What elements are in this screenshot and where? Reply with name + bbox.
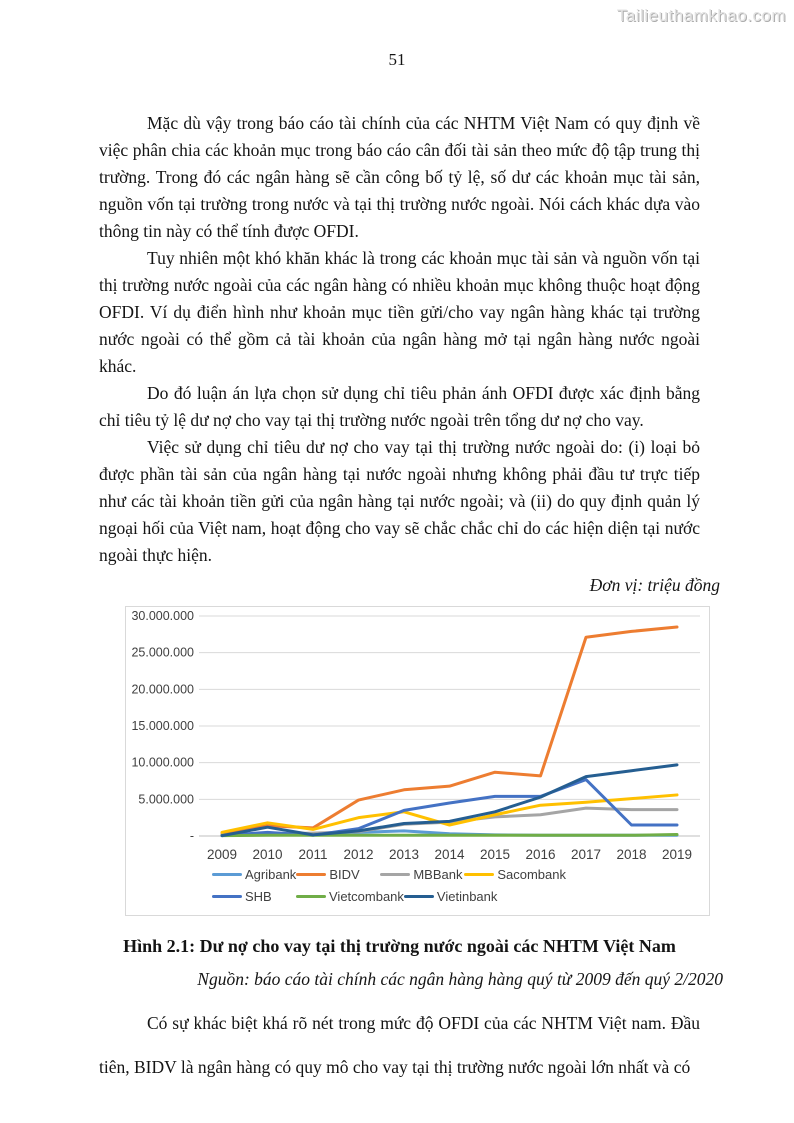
x-axis-tick-label: 2012 — [343, 847, 373, 862]
legend-swatch-vietinbank — [403, 895, 434, 898]
y-axis-tick-label: 30.000.000 — [131, 609, 194, 623]
legend-item-agribank: Agribank — [212, 867, 296, 882]
unit-note: Đơn vị: triệu đồng — [589, 575, 720, 595]
legend-swatch-agribank — [212, 873, 242, 876]
site-watermark: Tailieuthamkhao.com — [616, 6, 786, 25]
legend-item-bidv: BIDV — [296, 867, 380, 882]
y-axis-tick-label: 20.000.000 — [131, 682, 194, 696]
legend-label: BIDV — [329, 867, 360, 882]
legend-swatch-sacombank — [464, 873, 495, 876]
y-axis-tick-label: - — [190, 829, 194, 843]
legend-label: Agribank — [245, 867, 297, 882]
legend-label: MBBank — [413, 867, 463, 882]
paragraph-1: Mặc dù vậy trong báo cáo tài chính của c… — [99, 113, 700, 241]
legend-item-vietinbank: Vietinbank — [403, 889, 498, 904]
chart-canvas: - 5.000.000 10.000.000 15.000.000 20.000.000… — [131, 609, 700, 862]
legend-label: SHB — [245, 889, 272, 904]
y-axis-tick-label: 25.000.000 — [131, 646, 194, 660]
legend-item-mbbank: MBBank — [380, 867, 464, 882]
x-axis-tick-label: 2018 — [616, 847, 646, 862]
x-axis-tick-label: 2019 — [662, 847, 692, 862]
legend-item-sacombank: Sacombank — [464, 867, 566, 882]
chart-legend: Agribank BIDV MBBank Sacombank SHB Vietcomban… — [126, 865, 709, 904]
paragraph-3: Do đó luận án lựa chọn sử dụng chỉ tiêu … — [99, 383, 700, 430]
x-axis-tick-label: 2015 — [480, 847, 510, 862]
legend-row: SHB Vietcombank Vietinbank — [212, 889, 709, 904]
figure-source: Nguồn: báo cáo tài chính các ngân hàng h… — [197, 969, 723, 989]
series-line-vietcombank — [220, 833, 679, 838]
legend-item-shb: SHB — [212, 889, 296, 904]
x-axis-tick-label: 2011 — [298, 847, 327, 862]
line-chart-figure: - 5.000.000 10.000.000 15.000.000 20.000.000… — [125, 606, 710, 916]
legend-swatch-bidv — [296, 873, 327, 876]
page-number: 51 — [388, 50, 406, 69]
legend-swatch-shb — [212, 895, 242, 898]
paragraph-5: Có sự khác biệt khá rõ nét trong mức độ … — [99, 1013, 700, 1077]
x-axis-tick-label: 2010 — [252, 847, 282, 862]
legend-item-vietcombank: Vietcombank — [296, 889, 404, 904]
legend-label: Sacombank — [497, 867, 566, 882]
y-axis-tick-label: 15.000.000 — [131, 719, 194, 733]
figure-caption: Hình 2.1: Dư nợ cho vay tại thị trường n… — [123, 936, 676, 956]
y-axis-tick-label: 10.000.000 — [131, 756, 194, 770]
x-axis-tick-label: 2009 — [207, 847, 237, 862]
legend-label: Vietinbank — [436, 889, 498, 904]
x-axis-tick-label: 2014 — [434, 847, 465, 862]
legend-label: Vietcombank — [329, 889, 404, 904]
legend-swatch-mbbank — [380, 873, 411, 876]
x-axis-tick-label: 2013 — [389, 847, 419, 862]
series-line-vietinbank — [220, 763, 679, 838]
page-body: Mặc dù vậy trong báo cáo tài chính của c… — [99, 110, 723, 1089]
paragraph-2: Tuy nhiên một khó khăn khác là trong các… — [99, 248, 700, 376]
y-axis-tick-label: 5.000.000 — [138, 792, 194, 806]
legend-row: Agribank BIDV MBBank Sacombank — [212, 867, 709, 882]
legend-swatch-vietcombank — [296, 895, 326, 898]
x-axis-tick-label: 2017 — [571, 847, 601, 862]
series-line-sacombank — [220, 793, 679, 834]
x-axis-tick-label: 2016 — [525, 847, 555, 862]
paragraph-4: Việc sử dụng chỉ tiêu dư nợ cho vay tại … — [99, 437, 700, 565]
